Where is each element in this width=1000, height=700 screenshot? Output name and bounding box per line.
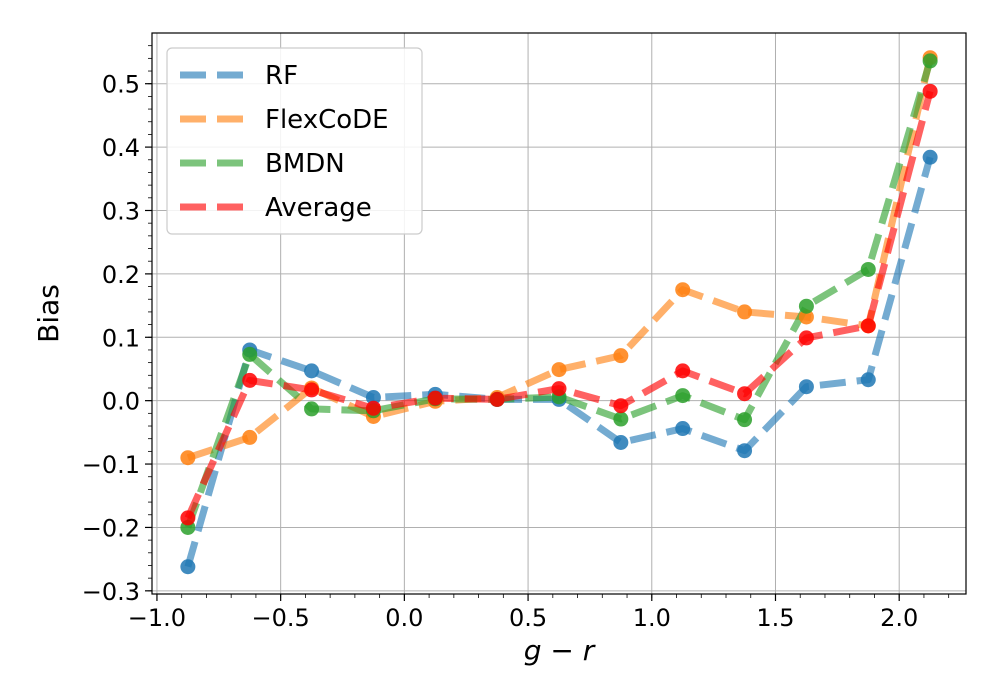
data-point-flexcode	[675, 282, 691, 298]
legend-box	[166, 47, 423, 235]
data-point-bmdn	[675, 388, 691, 404]
data-point-rf	[613, 434, 629, 450]
data-point-average	[304, 382, 320, 398]
y-tick-label: 0.5	[102, 71, 140, 99]
y-tick-label: 0.1	[102, 324, 140, 352]
data-point-flexcode	[180, 450, 196, 466]
data-point-rf	[860, 372, 876, 388]
x-tick-label: 1.0	[633, 604, 671, 632]
data-point-average	[613, 398, 629, 414]
data-point-rf	[675, 421, 691, 437]
data-point-rf	[365, 389, 381, 405]
x-tick-label: 1.5	[756, 604, 794, 632]
data-point-flexcode	[551, 362, 567, 378]
data-point-rf	[304, 363, 320, 379]
data-point-average	[489, 391, 505, 407]
data-point-average	[860, 318, 876, 334]
y-tick-label: −0.2	[82, 514, 140, 542]
legend-label-rf: RF	[265, 61, 298, 91]
data-point-flexcode	[613, 348, 629, 364]
data-point-bmdn	[798, 298, 814, 314]
data-point-bmdn	[922, 53, 938, 69]
data-point-rf	[798, 379, 814, 395]
y-tick-label: 0.4	[102, 134, 140, 162]
data-point-rf	[922, 149, 938, 165]
data-point-average	[180, 510, 196, 526]
data-point-average	[675, 363, 691, 379]
data-point-rf	[180, 559, 196, 575]
data-point-average	[242, 372, 258, 388]
x-tick-label: −0.5	[252, 604, 310, 632]
axis-ticks: −1.0 −0.5 0.0 0.5 1.0 1.5 2.0 −0.3 −0.2 −0.1 0.0 0.…	[82, 45, 950, 632]
data-point-bmdn	[304, 401, 320, 417]
x-axis-label: g − r	[524, 634, 596, 667]
grid	[152, 33, 966, 594]
data-point-flexcode	[798, 309, 814, 325]
legend-label-average: Average	[265, 193, 372, 223]
y-tick-label: 0.0	[102, 388, 140, 416]
data-point-bmdn	[860, 261, 876, 277]
y-tick-label: 0.3	[102, 197, 140, 225]
data-point-rf	[737, 443, 753, 459]
x-tick-label: −1.0	[128, 604, 186, 632]
data-point-average	[427, 390, 443, 406]
y-tick-label: −0.3	[82, 578, 140, 606]
data-point-bmdn	[242, 346, 258, 362]
legend-label-bmdn: BMDN	[265, 149, 345, 179]
plot-frame	[151, 32, 967, 595]
data-point-bmdn	[613, 411, 629, 427]
legend-label-flexcode: FlexCoDE	[265, 105, 389, 135]
data-point-average	[922, 83, 938, 99]
legend: RF FlexCoDE BMDN Average	[166, 47, 423, 235]
y-tick-label: 0.2	[102, 261, 140, 289]
x-tick-label: 2.0	[880, 604, 918, 632]
data-point-average	[737, 386, 753, 402]
data-point-flexcode	[737, 304, 753, 320]
data-point-average	[551, 381, 567, 397]
y-tick-label: −0.1	[82, 451, 140, 479]
data-point-flexcode	[242, 429, 258, 445]
data-point-bmdn	[737, 412, 753, 428]
data-point-average	[798, 330, 814, 346]
series-markers	[180, 50, 938, 575]
data-point-average	[365, 400, 381, 416]
x-tick-label: 0.5	[509, 604, 547, 632]
x-tick-label: 0.0	[385, 604, 423, 632]
y-axis-label: Bias	[32, 284, 65, 343]
